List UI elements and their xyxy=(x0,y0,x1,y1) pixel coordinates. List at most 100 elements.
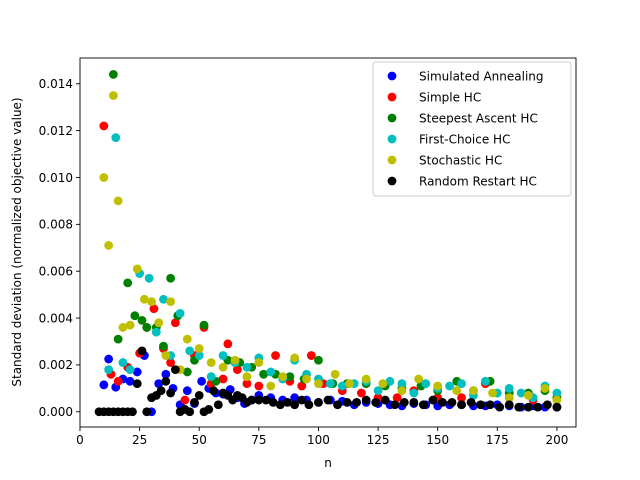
data-point xyxy=(166,297,176,307)
data-point xyxy=(409,398,419,407)
data-point xyxy=(166,273,176,283)
data-point xyxy=(199,320,209,330)
data-point xyxy=(111,133,121,143)
data-point xyxy=(137,316,147,325)
data-point xyxy=(392,393,402,403)
data-point xyxy=(108,70,118,79)
data-point xyxy=(452,386,462,396)
x-tick-label: 50 xyxy=(192,433,207,447)
data-point xyxy=(151,327,161,337)
data-point xyxy=(242,379,252,389)
data-point xyxy=(218,374,228,384)
data-point xyxy=(361,374,371,384)
x-tick-label: 0 xyxy=(76,433,84,447)
data-point xyxy=(242,362,252,372)
data-point xyxy=(552,388,562,398)
legend-marker xyxy=(387,113,397,123)
data-point xyxy=(378,379,388,389)
data-point xyxy=(142,407,152,417)
data-point xyxy=(139,294,149,304)
data-point xyxy=(409,388,419,398)
data-point xyxy=(194,344,204,353)
data-point xyxy=(185,407,195,417)
legend-box xyxy=(372,61,572,197)
data-point xyxy=(523,390,533,400)
data-point xyxy=(104,241,114,250)
data-point xyxy=(418,400,428,410)
data-point xyxy=(254,381,264,391)
data-point xyxy=(266,381,276,391)
data-point xyxy=(182,367,192,377)
data-point xyxy=(99,173,109,182)
data-point xyxy=(533,402,543,412)
data-point xyxy=(371,398,381,407)
data-point xyxy=(495,402,505,412)
data-point xyxy=(166,388,176,398)
data-point xyxy=(314,398,323,407)
data-point xyxy=(397,379,407,389)
data-point xyxy=(345,379,354,389)
x-tick-label: 200 xyxy=(545,433,568,447)
data-point xyxy=(156,386,166,396)
data-point xyxy=(125,365,135,374)
data-point xyxy=(130,311,140,321)
data-point xyxy=(356,388,366,398)
data-point xyxy=(514,402,524,412)
data-point xyxy=(209,386,218,396)
legend-marker xyxy=(387,134,397,144)
data-point xyxy=(118,323,128,332)
legend-marker xyxy=(387,155,397,165)
data-point xyxy=(144,273,154,283)
data-point xyxy=(390,400,400,410)
data-point xyxy=(385,376,395,386)
data-point xyxy=(290,393,300,403)
data-point xyxy=(230,355,240,365)
data-point xyxy=(204,405,214,414)
data-point xyxy=(285,372,295,382)
data-point xyxy=(361,395,371,405)
data-point xyxy=(476,400,486,410)
y-tick-label: 0.006 xyxy=(39,265,73,279)
data-point xyxy=(254,358,264,367)
legend-label: Steepest Ascent HC xyxy=(419,111,538,125)
data-point xyxy=(457,379,466,389)
data-point xyxy=(125,320,135,330)
data-point xyxy=(182,386,192,396)
data-point xyxy=(278,372,288,382)
data-point xyxy=(330,369,340,379)
data-point xyxy=(206,372,216,382)
y-axis: 0.000 0.002 0.004 0.006 0.008 0.010 0.012 0.014 xyxy=(39,77,80,419)
data-point xyxy=(373,386,383,396)
data-point xyxy=(113,376,123,386)
data-point xyxy=(113,334,123,344)
data-point xyxy=(314,355,323,365)
data-point xyxy=(254,395,264,405)
y-tick-label: 0.002 xyxy=(39,358,73,372)
data-point xyxy=(104,354,114,364)
data-point xyxy=(99,121,109,131)
data-point xyxy=(242,372,252,382)
x-tick-label: 150 xyxy=(426,433,449,447)
data-point xyxy=(261,395,271,405)
data-point xyxy=(223,339,233,349)
data-point xyxy=(552,395,562,405)
data-point xyxy=(259,369,269,379)
data-point xyxy=(128,407,137,417)
data-point xyxy=(275,400,285,410)
data-point xyxy=(232,365,242,374)
legend: Simulated Annealing Simple HC Steepest Asc… xyxy=(372,61,572,197)
data-point xyxy=(414,374,424,384)
series-5 xyxy=(94,346,562,417)
x-tick-label: 175 xyxy=(486,433,509,447)
y-tick-label: 0.004 xyxy=(39,311,73,325)
y-axis-label: Standard deviation (normalized objective… xyxy=(10,97,24,386)
legend-label: Stochastic HC xyxy=(419,153,502,167)
data-point xyxy=(333,400,342,410)
data-point xyxy=(283,398,292,407)
data-point xyxy=(206,358,216,367)
data-point xyxy=(297,395,307,405)
x-tick-label: 125 xyxy=(367,433,390,447)
data-point xyxy=(421,379,431,389)
data-point xyxy=(516,388,526,398)
